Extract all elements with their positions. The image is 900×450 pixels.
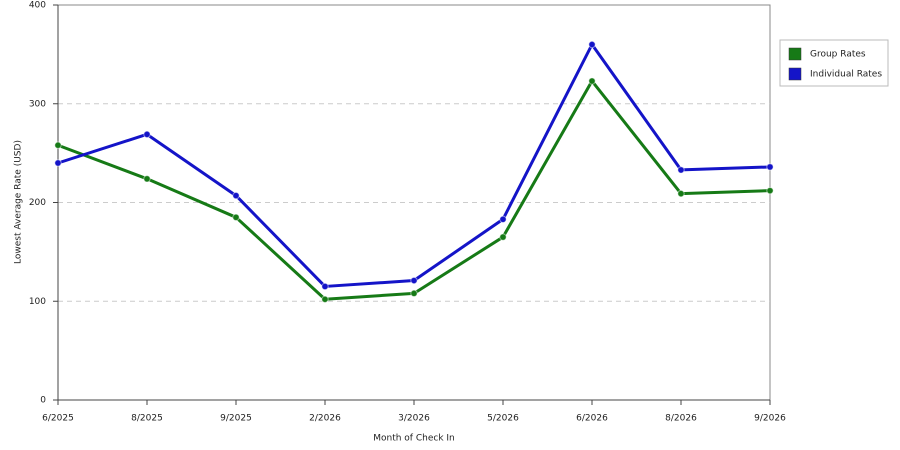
x-tick-label: 8/2025 xyxy=(131,414,163,424)
legend-label: Group Rates xyxy=(810,50,866,60)
x-tick-label: 3/2026 xyxy=(398,414,430,424)
x-tick-label: 8/2026 xyxy=(665,414,697,424)
y-tick-label: 200 xyxy=(29,198,46,208)
data-point xyxy=(410,289,418,298)
data-point xyxy=(766,163,774,171)
data-point xyxy=(54,159,62,167)
x-tick-label: 6/2025 xyxy=(42,414,74,424)
data-point xyxy=(143,130,151,139)
data-point xyxy=(232,191,240,200)
y-axis-label: Lowest Average Rate (USD) xyxy=(14,140,24,264)
x-tick-label: 2/2026 xyxy=(309,414,341,424)
legend-swatch xyxy=(788,67,802,81)
data-point xyxy=(588,77,596,85)
x-tick-label: 9/2026 xyxy=(754,414,786,424)
y-tick-label: 400 xyxy=(29,1,46,11)
data-point xyxy=(321,295,329,303)
data-point xyxy=(143,175,151,183)
legend-swatch xyxy=(788,47,802,61)
data-point xyxy=(410,276,418,285)
x-tick-label: 6/2026 xyxy=(576,414,608,424)
y-tick-label: 0 xyxy=(40,396,46,406)
data-point xyxy=(677,189,685,198)
data-point xyxy=(766,186,774,195)
y-tick-label: 100 xyxy=(29,297,46,307)
x-tick-label: 9/2025 xyxy=(220,414,252,424)
data-point xyxy=(54,141,62,149)
data-point xyxy=(232,213,240,222)
data-point xyxy=(499,215,507,223)
data-point xyxy=(499,233,507,241)
legend-label: Individual Rates xyxy=(810,70,882,80)
data-point xyxy=(321,282,329,291)
data-point xyxy=(677,166,685,174)
y-tick-label: 300 xyxy=(29,99,46,109)
data-point xyxy=(588,40,596,49)
x-axis-label: Month of Check In xyxy=(373,434,455,444)
x-tick-label: 5/2026 xyxy=(487,414,519,424)
